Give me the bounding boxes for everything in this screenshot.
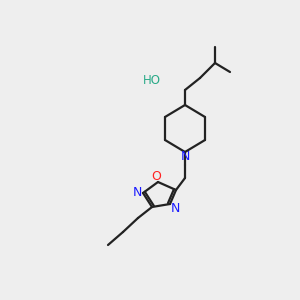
Text: N: N: [170, 202, 180, 214]
Text: N: N: [180, 151, 190, 164]
Text: N: N: [132, 185, 142, 199]
Text: HO: HO: [143, 74, 161, 86]
Text: O: O: [151, 170, 161, 184]
